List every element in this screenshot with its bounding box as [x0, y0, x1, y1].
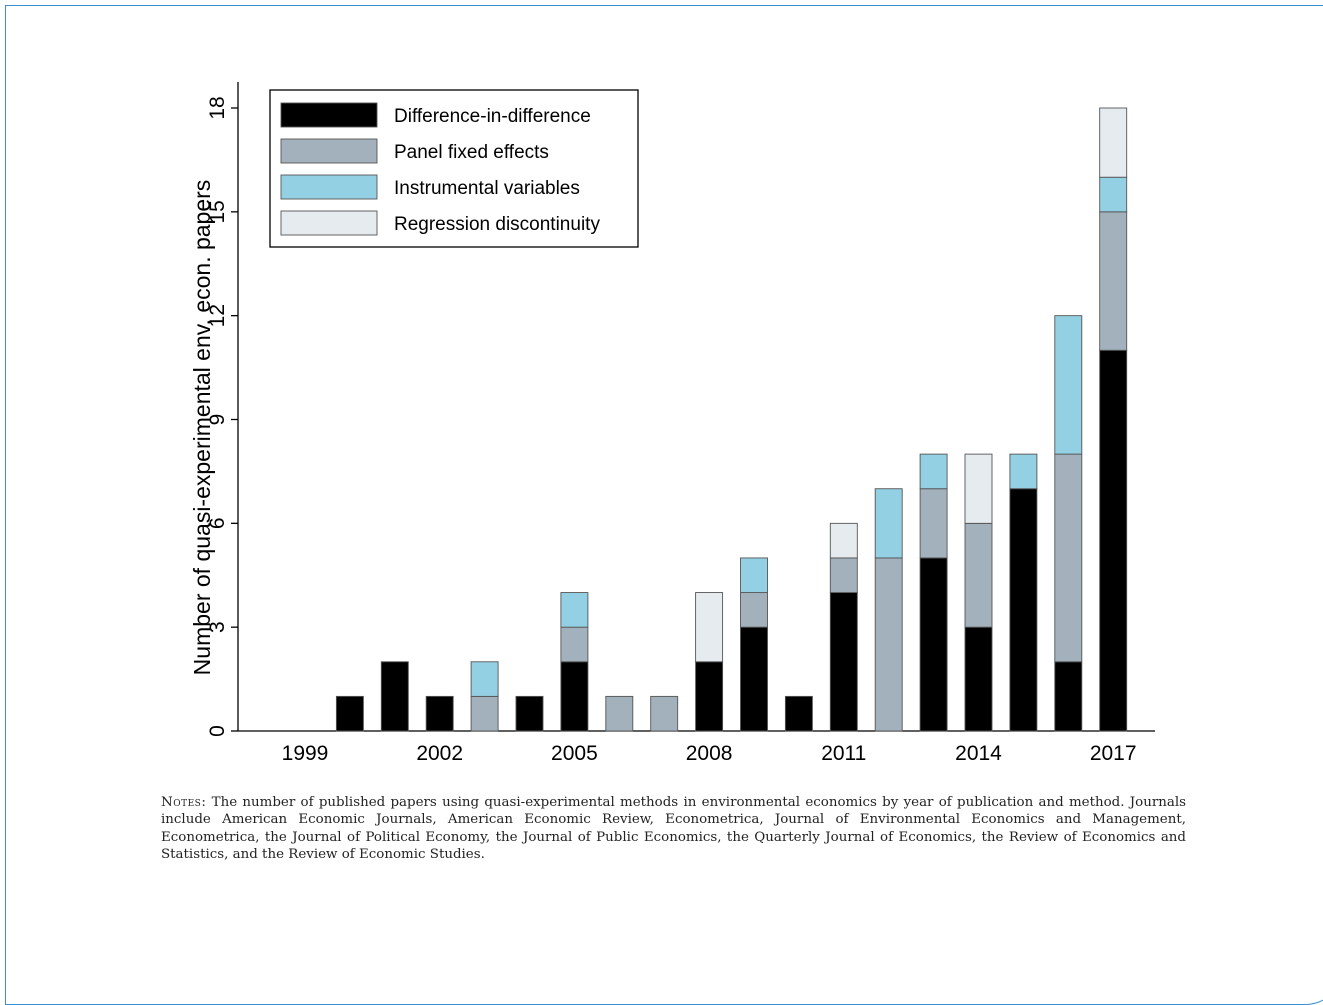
notes-label: Notes:: [161, 795, 207, 810]
y-tick-label: 9: [206, 414, 229, 426]
y-axis-label: Number of quasi-experimental env. econ. …: [189, 180, 215, 676]
y-tick-label: 6: [206, 517, 229, 529]
bar-segment-difference-in-difference: [335, 695, 364, 732]
bar-segment-difference-in-difference: [560, 661, 589, 732]
bar-segment-panel-fixed-effects: [919, 488, 948, 559]
bar-segment-difference-in-difference: [1054, 661, 1083, 732]
stacked-bar-chart: 0 3 6 9 12 15 18 Number of quasi-experimental e…: [189, 82, 1155, 765]
bar-segment-difference-in-difference: [964, 626, 993, 732]
y-tick-label: 18: [206, 96, 229, 119]
legend-label: Instrumental variables: [394, 178, 580, 199]
bar-segment-difference-in-difference: [1099, 349, 1128, 732]
x-tick-label: 1999: [282, 742, 329, 765]
bar-segment-panel-fixed-effects: [829, 557, 858, 594]
bar-segment-panel-fixed-effects: [605, 695, 634, 732]
bar-segment-difference-in-difference: [919, 557, 948, 732]
bar-segment-instrumental-variables: [560, 592, 589, 628]
bar-segment-difference-in-difference: [829, 592, 858, 732]
y-tick-label: 15: [206, 200, 229, 223]
legend-label: Regression discontinuity: [394, 214, 600, 235]
bar-segment-instrumental-variables: [740, 557, 768, 594]
bar-segment-panel-fixed-effects: [740, 592, 768, 628]
x-tick-label: 2017: [1090, 742, 1137, 765]
bar-segment-instrumental-variables: [470, 661, 499, 697]
figure-notes: Notes: The number of published papers us…: [161, 794, 1186, 863]
bar-segment-regression-discontinuity: [829, 522, 858, 559]
bar-segment-instrumental-variables: [1054, 315, 1083, 455]
legend-swatch: [280, 210, 378, 236]
x-tick-label: 2008: [686, 742, 733, 765]
bar-segment-instrumental-variables: [1099, 176, 1128, 213]
bar-segment-difference-in-difference: [515, 695, 544, 732]
bar-segment-difference-in-difference: [425, 695, 454, 732]
x-tick-label: 2002: [416, 742, 463, 765]
bar-segment-panel-fixed-effects: [650, 695, 679, 732]
bar-segment-panel-fixed-effects: [1099, 211, 1128, 351]
y-tick-label: 3: [206, 621, 229, 633]
bar-segment-difference-in-difference: [380, 661, 409, 732]
x-tick-label: 2005: [551, 742, 598, 765]
y-tick-label: 0: [206, 725, 229, 737]
x-tick-label: 2014: [955, 742, 1002, 765]
bar-segment-instrumental-variables: [919, 453, 948, 490]
bar-segment-instrumental-variables: [1009, 453, 1038, 490]
legend-label: Panel fixed effects: [394, 142, 549, 163]
bar-segment-panel-fixed-effects: [470, 695, 499, 732]
bar-segment-panel-fixed-effects: [1054, 453, 1083, 663]
bar-segment-instrumental-variables: [874, 488, 903, 559]
y-tick-label: 12: [206, 304, 229, 327]
legend-swatch: [280, 102, 378, 128]
bar-segment-regression-discontinuity: [1099, 107, 1128, 178]
legend-swatch: [280, 138, 378, 164]
bar-segment-difference-in-difference: [784, 695, 813, 732]
bar-segment-difference-in-difference: [1009, 488, 1038, 732]
bar-segment-difference-in-difference: [695, 661, 724, 732]
notes-text: The number of published papers using qua…: [161, 795, 1186, 862]
x-tick-label: 2011: [821, 742, 866, 765]
legend-label: Difference-in-difference: [394, 106, 591, 127]
bar-segment-regression-discontinuity: [695, 592, 724, 663]
bar-segment-regression-discontinuity: [964, 453, 993, 524]
bar-segment-difference-in-difference: [740, 626, 768, 732]
bar-segment-panel-fixed-effects: [964, 522, 993, 628]
legend-swatch: [280, 174, 378, 200]
bar-segment-panel-fixed-effects: [560, 626, 589, 663]
bar-segment-panel-fixed-effects: [874, 557, 903, 732]
